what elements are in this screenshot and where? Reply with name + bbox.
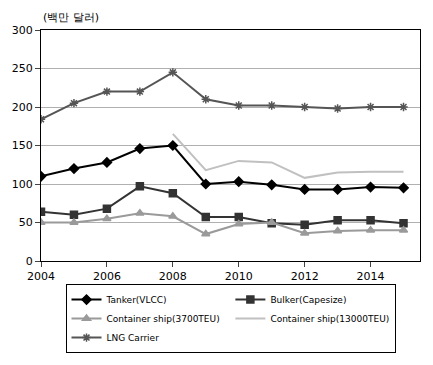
svg-text:100: 100 — [12, 178, 33, 191]
svg-text:2004: 2004 — [27, 270, 55, 283]
svg-text:0: 0 — [26, 255, 33, 268]
svg-text:2010: 2010 — [225, 270, 253, 283]
svg-text:200: 200 — [12, 101, 33, 114]
svg-text:250: 250 — [12, 62, 33, 75]
svg-text:Tanker(VLCC): Tanker(VLCC) — [106, 295, 167, 305]
svg-text:Container ship(3700TEU): Container ship(3700TEU) — [107, 314, 220, 324]
svg-text:50: 50 — [19, 216, 33, 229]
svg-text:2012: 2012 — [291, 270, 319, 283]
svg-text:2008: 2008 — [159, 270, 187, 283]
svg-text:Container ship(13000TEU): Container ship(13000TEU) — [270, 314, 389, 324]
svg-text:LNG Carrier: LNG Carrier — [107, 333, 160, 343]
svg-text:2014: 2014 — [357, 270, 385, 283]
svg-text:300: 300 — [12, 24, 33, 37]
svg-text:150: 150 — [12, 139, 33, 152]
svg-text:Bulker(Capesize): Bulker(Capesize) — [270, 295, 346, 305]
svg-text:2006: 2006 — [93, 270, 121, 283]
svg-text:(백만 달러): (백만 달러) — [43, 11, 99, 24]
